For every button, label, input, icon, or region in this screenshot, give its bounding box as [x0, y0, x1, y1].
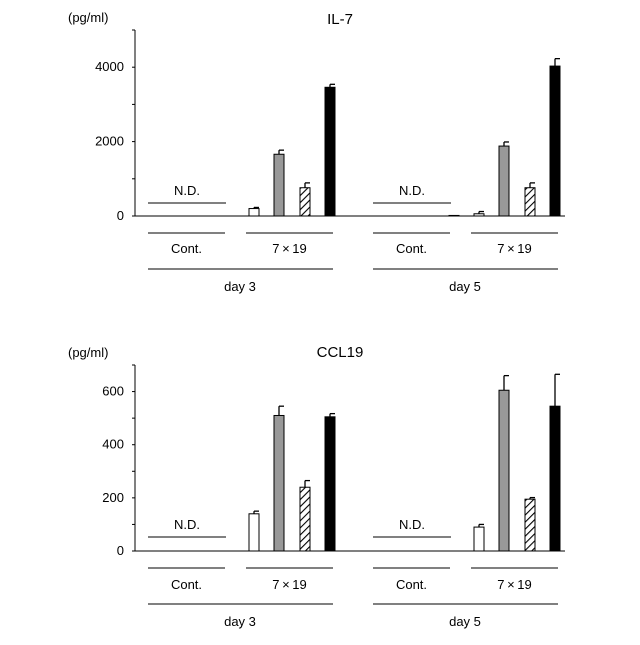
y-tick-label: 600 — [102, 384, 124, 399]
bar-day1-treated-s3 — [300, 487, 310, 551]
nd-label: N.D. — [174, 517, 200, 532]
group-label: Cont. — [171, 577, 202, 592]
y-tick-label: 4000 — [95, 59, 124, 74]
bar-day1-treated-s2 — [274, 154, 284, 216]
chart-title: CCL19 — [317, 344, 364, 361]
nd-label: N.D. — [399, 517, 425, 532]
group-label: 7 × 19 — [497, 577, 532, 592]
nd-label: N.D. — [174, 183, 200, 198]
bar-day2-treated-s3 — [525, 188, 535, 216]
bar-day2-treated-s4 — [550, 66, 560, 216]
y-tick-label: 0 — [117, 543, 124, 558]
bar-day1-treated-s2 — [274, 415, 284, 551]
day-label: day 3 — [224, 614, 256, 629]
y-tick-label: 400 — [102, 437, 124, 452]
bar-day2-treated-s2 — [499, 146, 509, 216]
nd-label: N.D. — [399, 183, 425, 198]
y-tick-label: 2000 — [95, 134, 124, 149]
bar-day1-treated-s4 — [325, 417, 335, 551]
y-tick-label: 0 — [117, 208, 124, 223]
group-label: 7 × 19 — [272, 577, 307, 592]
figure: IL-7(pg/ml)020004000N.D.Cont.7 × 19day 3… — [0, 0, 640, 640]
chart-panel-1: IL-7 (pg/ml) 0 2000 4000 N.D. Cont. 7 × 19 day 3… — [68, 10, 565, 294]
bar-day1-treated-s4 — [325, 87, 335, 216]
figure-canvas: IL-7(pg/ml)020004000N.D.Cont.7 × 19day 3… — [0, 0, 640, 640]
y-unit-label: (pg/ml) — [68, 10, 108, 25]
bar-day2-treated-s2 — [499, 390, 509, 551]
y-unit-label: (pg/ml) — [68, 345, 108, 360]
day-label: day 5 — [449, 614, 481, 629]
bar-day2-control-s4 — [449, 215, 459, 216]
group-label: Cont. — [171, 241, 202, 256]
bar-day2-treated-s3 — [525, 499, 535, 551]
group-label: 7 × 19 — [497, 241, 532, 256]
day-label: day 5 — [449, 279, 481, 294]
bar-day1-treated-s1 — [249, 209, 259, 216]
chart-title: IL-7 — [327, 11, 353, 28]
bar-day2-treated-s1 — [474, 527, 484, 551]
day-label: day 3 — [224, 279, 256, 294]
group-label: Cont. — [396, 577, 427, 592]
bar-day2-treated-s1 — [474, 214, 484, 216]
group-label: Cont. — [396, 241, 427, 256]
bar-day2-treated-s4 — [550, 406, 560, 551]
group-label: 7 × 19 — [272, 241, 307, 256]
chart-panel-2: CCL19 (pg/ml) 0 200 400 600 N.D. Cont. 7 × 19 day… — [68, 344, 565, 629]
bar-day1-treated-s1 — [249, 514, 259, 551]
bar-day1-treated-s3 — [300, 188, 310, 216]
y-tick-label: 200 — [102, 490, 124, 505]
